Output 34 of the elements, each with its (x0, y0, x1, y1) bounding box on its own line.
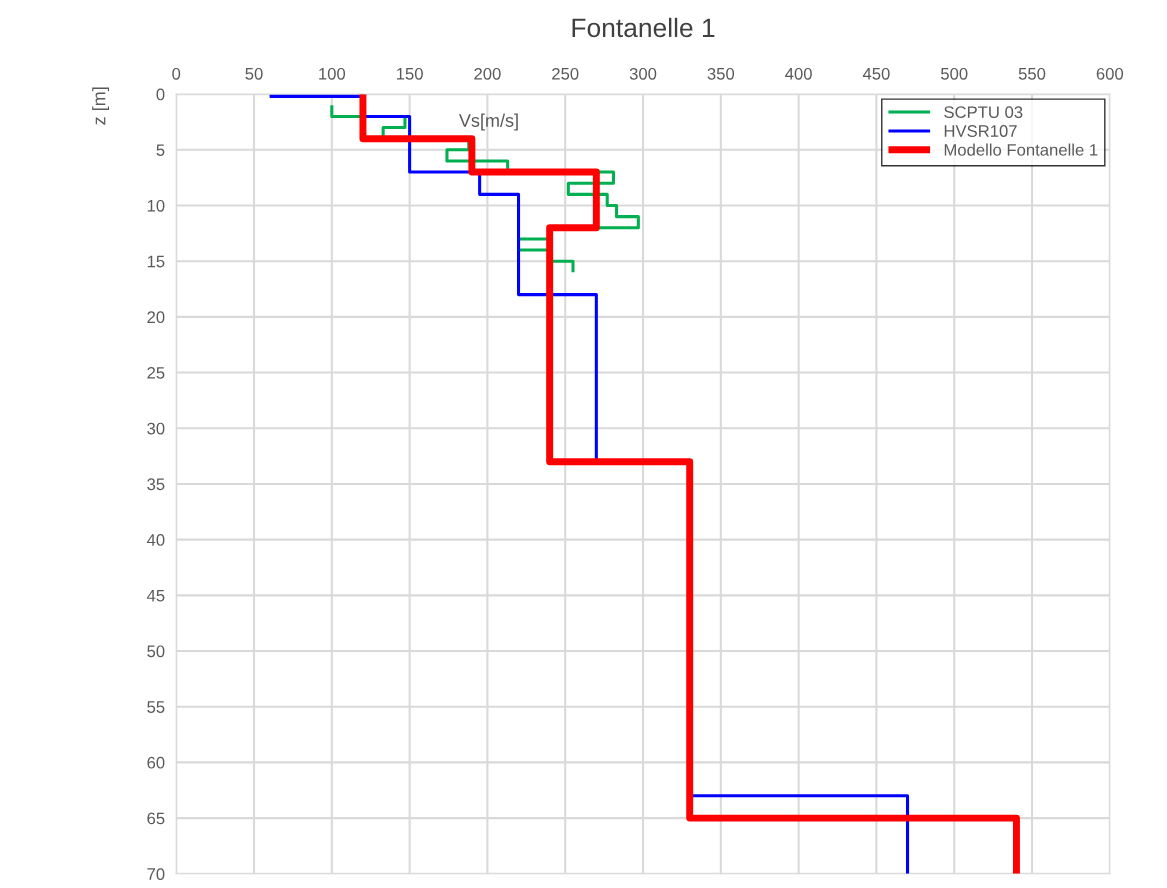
y-tick-label: 70 (147, 868, 165, 880)
x-tick-label: 300 (629, 67, 657, 80)
x-tick-label: 450 (862, 67, 890, 80)
legend-label: SCPTU 03 (944, 106, 1023, 119)
x-tick-label: 600 (1096, 67, 1124, 80)
x-tick-label: 350 (707, 67, 735, 80)
y-tick-label: 60 (147, 756, 165, 769)
x-tick-label: 50 (245, 67, 263, 80)
y-tick-label: 45 (146, 589, 165, 602)
y-tick-label: 65 (147, 812, 165, 825)
y-tick-label: 5 (156, 144, 165, 157)
x-tick-label: 250 (552, 67, 579, 80)
legend-label: HVSR107 (944, 125, 1017, 137)
y-tick-label: 0 (156, 88, 165, 101)
y-tick-label: 10 (147, 199, 165, 212)
legend-label: Modello Fontanelle 1 (944, 143, 1098, 156)
y-tick-label: 15 (147, 255, 165, 268)
y-tick-label: 35 (147, 478, 165, 491)
x-axis-title: Vs[m/s] (458, 113, 518, 131)
x-tick-label: 200 (474, 67, 501, 80)
x-tick-label: 150 (396, 67, 423, 80)
x-tick-label: 400 (785, 67, 812, 80)
y-tick-label: 55 (147, 701, 165, 713)
y-tick-label: 20 (147, 311, 165, 324)
y-tick-label: 25 (147, 366, 165, 379)
y-tick-label: 40 (146, 534, 165, 546)
y-axis-title: z [m] (92, 87, 110, 125)
x-tick-label: 100 (319, 67, 346, 80)
x-tick-label: 500 (940, 67, 968, 80)
chart-title: Fontanelle 1 (572, 17, 715, 38)
x-tick-label: 550 (1018, 67, 1046, 80)
y-tick-label: 30 (147, 422, 165, 435)
x-tick-label: 0 (172, 67, 181, 80)
y-tick-label: 50 (147, 645, 165, 658)
